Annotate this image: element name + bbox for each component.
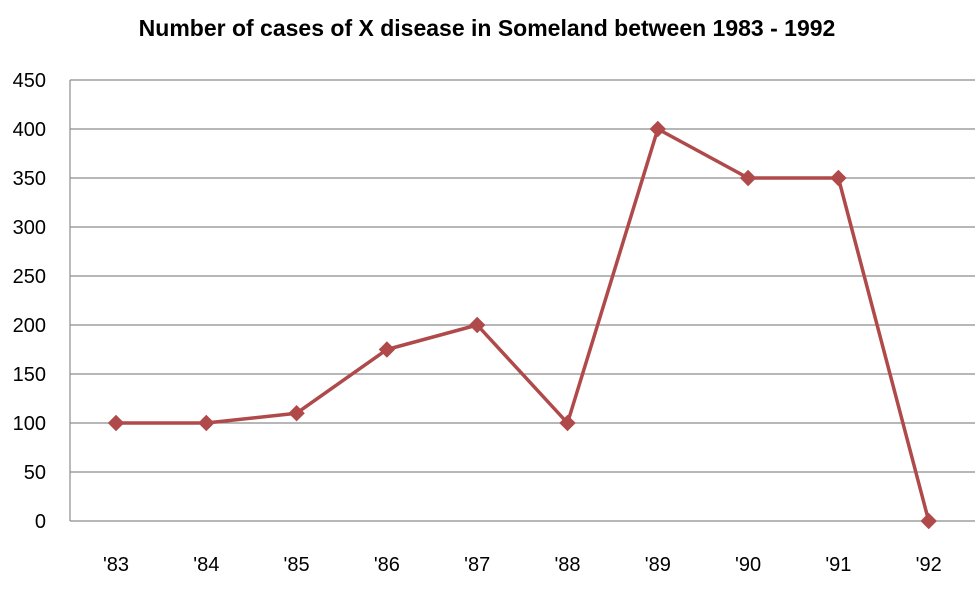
data-series xyxy=(107,120,937,530)
y-tick-label: 350 xyxy=(13,168,46,190)
y-tick-label: 100 xyxy=(13,413,46,435)
x-axis-tick-labels: '83 '84 '85 '86 '87 '88 '89 '90 '91 '92 xyxy=(103,554,942,576)
data-point-marker xyxy=(739,169,757,187)
data-point-marker xyxy=(920,512,937,530)
y-tick-label: 450 xyxy=(13,70,46,92)
data-point-marker xyxy=(830,169,847,187)
y-tick-label: 300 xyxy=(13,217,46,239)
y-tick-label: 250 xyxy=(13,266,46,288)
series-line xyxy=(116,127,931,522)
y-tick-label: 200 xyxy=(13,315,46,337)
x-tick-label: '89 xyxy=(645,554,671,576)
data-point-marker xyxy=(468,316,486,334)
y-tick-label: 400 xyxy=(13,119,46,141)
y-tick-label: 0 xyxy=(35,511,46,533)
chart-title: Number of cases of X disease in Someland… xyxy=(139,15,836,41)
data-point-marker xyxy=(378,341,396,358)
data-point-marker xyxy=(198,414,215,432)
data-point-marker xyxy=(288,404,305,422)
x-tick-label: '85 xyxy=(284,554,310,576)
x-tick-label: '88 xyxy=(554,554,580,576)
x-tick-label: '84 xyxy=(193,554,219,576)
x-tick-label: '83 xyxy=(103,554,129,576)
x-tick-label: '87 xyxy=(464,554,490,576)
y-tick-label: 50 xyxy=(24,462,46,484)
x-tick-label: '90 xyxy=(735,554,761,576)
data-point-marker xyxy=(559,414,576,432)
x-tick-label: '91 xyxy=(825,554,851,576)
y-tick-label: 150 xyxy=(13,364,46,386)
x-tick-label: '86 xyxy=(374,554,400,576)
data-point-marker xyxy=(649,120,667,138)
y-axis-tick-labels: 0 50 100 150 200 250 300 350 400 450 xyxy=(13,70,46,533)
x-tick-label: '92 xyxy=(916,554,942,576)
data-point-marker xyxy=(107,414,125,432)
gridlines xyxy=(69,79,975,522)
